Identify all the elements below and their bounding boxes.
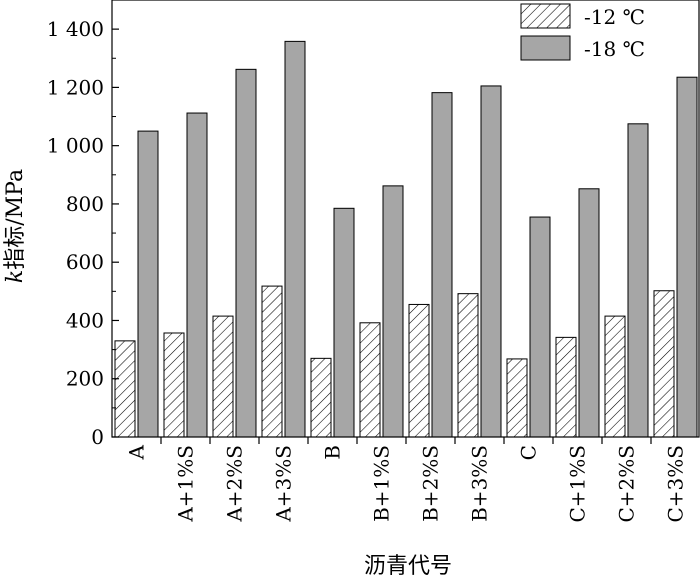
bar-series-1-11 (653, 290, 675, 438)
bar-series-1-6 (408, 303, 430, 438)
y-tick-label: 0 (91, 425, 104, 449)
bar-series-1-7 (457, 293, 479, 438)
bar-series-2-9 (578, 188, 600, 438)
bar-series-2-0 (137, 130, 159, 438)
y-tick-label: 200 (66, 367, 104, 391)
x-tick-label: A+2%S (223, 445, 247, 523)
bar-series-2-6 (431, 92, 453, 438)
x-tick-label: B (321, 445, 345, 460)
bar-series-2-5 (382, 185, 404, 438)
legend-swatch-series-2 (520, 35, 571, 61)
bar-series-2-8 (529, 216, 551, 438)
x-tick-label: A (125, 444, 149, 460)
bar-series-1-0 (114, 340, 136, 438)
bar-series-2-2 (235, 68, 257, 438)
y-axis-title: k指标/MPa (3, 169, 28, 283)
y-tick-label: 1 200 (47, 75, 104, 99)
x-tick-label: B+2%S (419, 445, 443, 522)
y-tick-label: 400 (66, 308, 104, 332)
bar-series-2-10 (627, 123, 649, 438)
bar-series-2-7 (480, 85, 502, 438)
x-axis: A A+1%S A+2%S A+3%S B B+1%S B+2%S B+3%S C C+1%S C+… (125, 437, 688, 523)
y-axis-title-symbol: k (3, 270, 28, 283)
y-axis-title-text: 指标/MPa (3, 169, 28, 270)
bar-series-2-11 (676, 76, 698, 438)
bar-series-1-4 (310, 357, 332, 438)
bar-series-1-9 (555, 336, 577, 438)
y-axis: 0 200 400 600 800 1 000 1 200 1 400 (47, 0, 119, 449)
x-tick-label: C+1%S (566, 445, 590, 523)
x-tick-label: C (517, 445, 541, 460)
bar-series-1-2 (212, 315, 234, 438)
y-tick-label: 1 000 (47, 134, 104, 158)
bar-series-1-8 (506, 358, 528, 438)
legend-label-series-1: -12 ℃ (584, 5, 645, 29)
legend-swatch-series-1 (520, 3, 571, 29)
bar-series-1-5 (359, 322, 381, 438)
bar-series-1-10 (604, 315, 626, 438)
x-tick-label: B+1%S (370, 445, 394, 522)
plot-frame (111, 0, 700, 438)
bar-series-1-1 (163, 332, 185, 438)
x-tick-label: C+2%S (615, 445, 639, 523)
x-axis-title: 沥青代号 (364, 554, 452, 579)
legend: -12 ℃ -18 ℃ (520, 3, 645, 61)
bar-series-2-1 (186, 112, 208, 438)
x-tick-label: B+3%S (468, 445, 492, 522)
x-tick-label: A+3%S (272, 445, 296, 523)
y-tick-label: 600 (66, 250, 104, 274)
x-tick-label: C+3%S (664, 445, 688, 523)
bars-group (114, 40, 698, 438)
legend-label-series-2: -18 ℃ (584, 37, 645, 61)
bar-series-2-3 (284, 40, 306, 438)
y-tick-label: 1 400 (47, 17, 104, 41)
bar-series-1-3 (261, 285, 283, 438)
y-tick-label: 800 (66, 192, 104, 216)
bar-series-2-4 (333, 207, 355, 438)
x-tick-label: A+1%S (174, 445, 198, 523)
